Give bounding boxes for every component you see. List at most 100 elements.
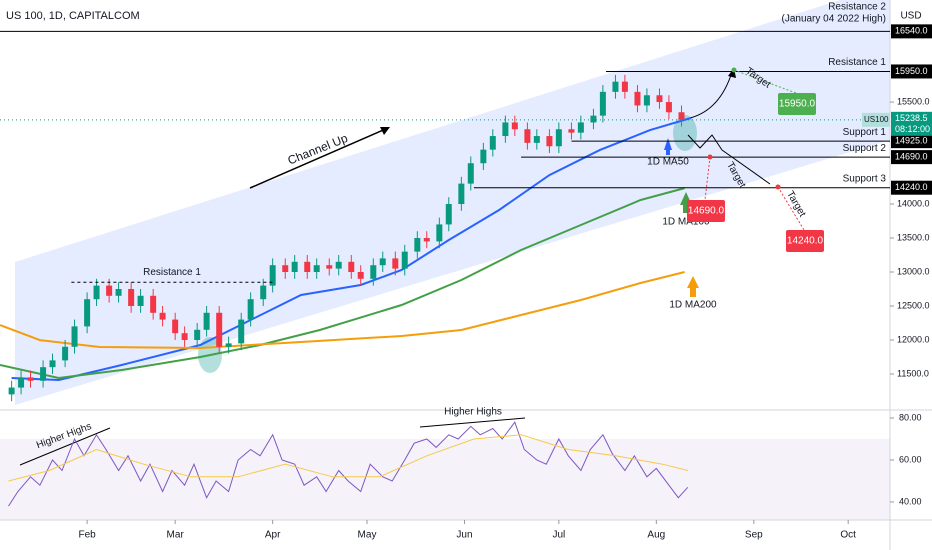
candle-body <box>225 343 232 347</box>
candle-body <box>524 129 531 143</box>
target-label: 14240.0 <box>787 236 824 247</box>
candle-body <box>106 285 113 296</box>
rsi-tick-label: 40.00 <box>899 496 922 506</box>
candle-body <box>247 299 254 320</box>
arrow-ma200 <box>690 287 696 297</box>
level-name: Resistance 2 <box>828 2 886 13</box>
candle-body <box>71 326 78 347</box>
target-line <box>733 69 797 94</box>
candle-body <box>546 136 553 147</box>
candle-body <box>93 285 100 300</box>
candle-body <box>612 81 619 92</box>
candle-body <box>665 102 672 113</box>
arrow-ma200 <box>687 276 699 288</box>
trend-line <box>419 417 526 428</box>
level-box <box>891 134 932 149</box>
x-tick-label: Jun <box>456 530 472 541</box>
y-tick-label: 14000.0 <box>897 198 930 208</box>
candle-body <box>216 312 223 347</box>
candle-body <box>634 91 641 106</box>
candle-body <box>423 238 430 242</box>
target-box <box>778 93 816 115</box>
candle-body <box>392 258 399 269</box>
ma-label: 1D MA100 <box>662 217 710 228</box>
candle-body <box>568 129 575 133</box>
candle-body <box>27 377 34 381</box>
target-line <box>777 186 805 231</box>
candle-body <box>8 387 15 395</box>
x-tick-label: Feb <box>78 530 96 541</box>
target-box <box>687 200 725 222</box>
target-label: 14690.0 <box>688 206 725 217</box>
candle-body <box>489 136 496 150</box>
ma-label: 1D MA50 <box>647 157 689 168</box>
candle-body <box>313 265 320 273</box>
candle-body <box>621 81 628 92</box>
candle-body <box>282 265 289 273</box>
x-tick-label: Mar <box>167 530 185 541</box>
candle-body <box>62 346 69 361</box>
target-box <box>786 230 824 252</box>
x-tick-label: Aug <box>647 530 665 541</box>
candle-body <box>511 122 518 130</box>
moving-average <box>11 117 692 382</box>
target-label: 15950.0 <box>779 99 816 110</box>
level-label: 14240.0 <box>895 182 928 192</box>
level-box <box>891 180 932 195</box>
target-line <box>704 156 711 201</box>
level-label: 15950.0 <box>895 66 928 76</box>
rsi-line <box>8 421 689 507</box>
arrow <box>721 149 771 185</box>
candle-body <box>194 329 201 340</box>
candle-body <box>304 261 311 273</box>
channel <box>15 0 890 405</box>
arrow-ma100 <box>683 204 689 213</box>
candle-body <box>458 183 465 205</box>
candle-body <box>678 112 685 120</box>
rsi-ma <box>8 434 688 482</box>
x-tick-label: May <box>358 530 377 541</box>
candle-body <box>577 122 584 133</box>
symbol: US100 <box>864 115 889 124</box>
candle-body <box>599 91 606 116</box>
currency: USD <box>900 11 921 22</box>
moving-average <box>0 187 685 380</box>
x-tick-label: Sep <box>745 530 763 541</box>
level-box <box>891 150 932 165</box>
candle-body <box>115 288 122 296</box>
candle-body <box>656 95 663 103</box>
candle-body <box>172 319 179 334</box>
level-name: Resistance 1 <box>143 267 201 278</box>
candle-body <box>533 136 540 143</box>
rsi-tick-label: 80.00 <box>899 412 922 422</box>
y-tick-label: 15500.0 <box>897 96 930 106</box>
candle-body <box>40 367 47 381</box>
arrowhead <box>380 127 390 135</box>
arrow-ma50 <box>666 149 670 155</box>
candle-body <box>370 265 377 279</box>
candle-body <box>379 258 386 266</box>
candle-body <box>467 163 474 184</box>
candle-body <box>401 251 408 269</box>
ma-label: 1D MA200 <box>669 300 717 311</box>
candle-body <box>555 129 562 147</box>
candle-body <box>150 295 157 313</box>
current-price: 15238.5 <box>895 113 928 123</box>
highlight <box>673 115 697 151</box>
y-tick-label: 11500.0 <box>897 368 929 378</box>
x-tick-label: Apr <box>265 530 281 541</box>
moving-average <box>0 271 685 350</box>
candle-body <box>326 265 333 269</box>
arrow-ma50 <box>664 138 672 150</box>
candle-body <box>480 149 487 164</box>
y-tick-label: 13000.0 <box>897 266 930 276</box>
arrow <box>689 71 733 119</box>
candle-body <box>49 360 56 368</box>
y-tick-label: 12500.0 <box>897 300 930 310</box>
candle-body <box>128 288 135 306</box>
level-note: (January 04 2022 High) <box>781 14 886 25</box>
x-tick-label: Oct <box>840 530 856 541</box>
level-box <box>891 64 932 79</box>
